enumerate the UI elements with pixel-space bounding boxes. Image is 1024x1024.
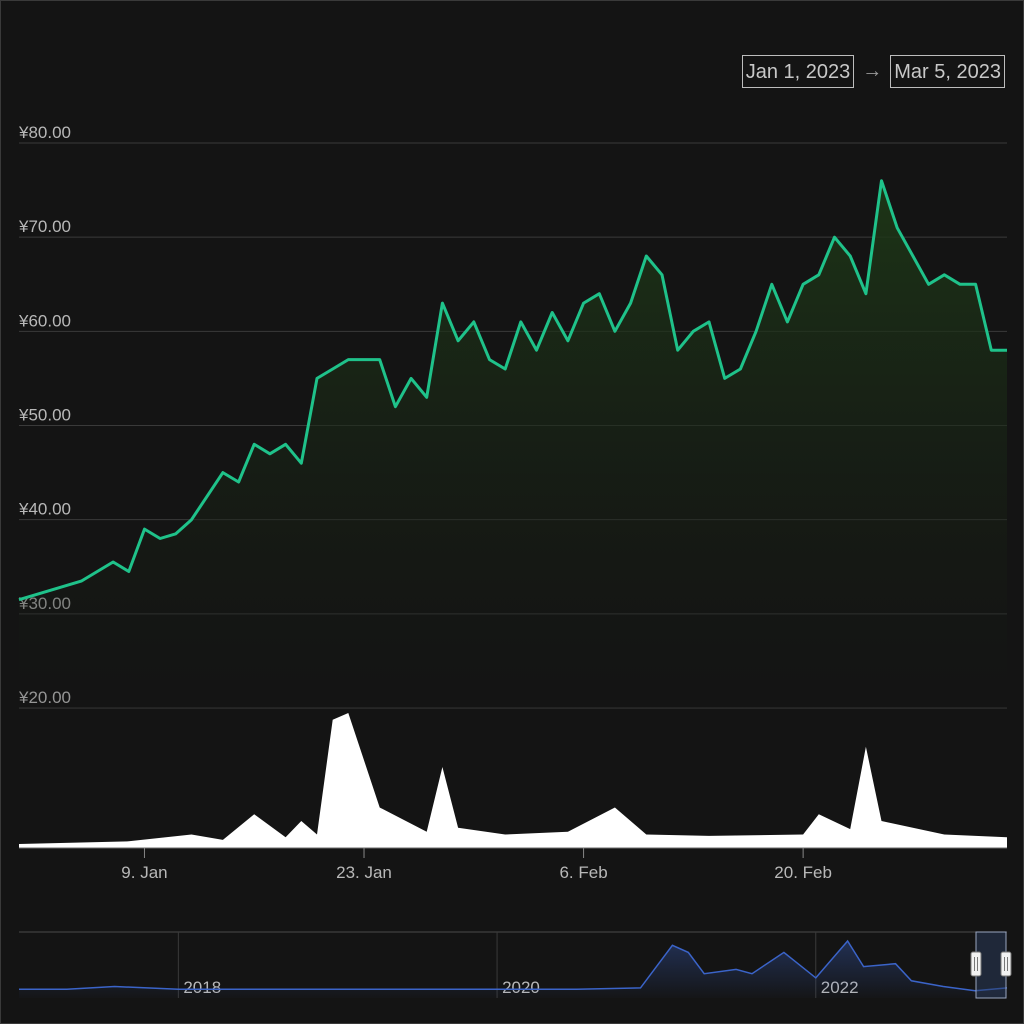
- date-range-selector: Jan 1, 2023 → Mar 5, 2023: [741, 55, 1005, 88]
- range-arrow-icon: →: [862, 60, 883, 82]
- navigator-series-line: [19, 939, 1008, 992]
- y-tick-label: ¥40.00: [18, 500, 71, 519]
- x-tick-label: 20. Feb: [774, 863, 832, 882]
- navigator-handle[interactable]: [970, 951, 982, 977]
- navigator-handle[interactable]: [1000, 951, 1012, 977]
- x-tick-label: 23. Jan: [336, 863, 392, 882]
- y-tick-label: ¥60.00: [18, 311, 71, 330]
- price-area: [19, 180, 1007, 708]
- y-tick-label: ¥80.00: [18, 123, 71, 142]
- volume-area: [19, 713, 1007, 848]
- range-to-input[interactable]: Mar 5, 2023: [890, 55, 1005, 88]
- x-tick-label: 9. Jan: [121, 863, 167, 882]
- x-tick-label: 6. Feb: [559, 863, 607, 882]
- price-series-line: [18, 179, 1007, 602]
- range-from-input[interactable]: Jan 1, 2023: [741, 55, 855, 88]
- y-tick-label: ¥50.00: [18, 406, 71, 425]
- y-tick-label: ¥70.00: [18, 217, 71, 236]
- navigator-area: [19, 941, 1007, 998]
